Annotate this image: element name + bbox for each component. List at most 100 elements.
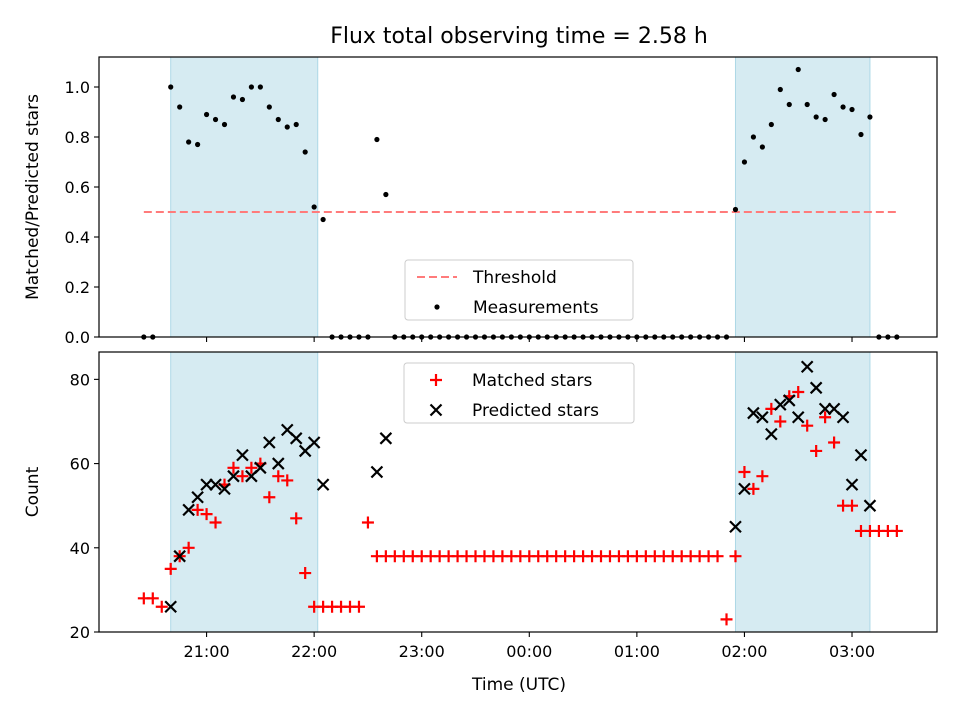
measurement-point — [293, 121, 299, 128]
measurement-point — [849, 106, 855, 113]
y-tick-label: 80 — [70, 370, 90, 389]
matched-star-point — [774, 415, 787, 428]
measurement-point — [374, 136, 380, 143]
x-tick-label: 01:00 — [614, 642, 660, 661]
predicted-star-point — [729, 520, 742, 534]
matched-star-point — [263, 491, 276, 504]
measurement-point — [302, 149, 308, 155]
predicted-star-point — [370, 465, 384, 479]
measurement-point — [759, 144, 765, 150]
y-tick-label: 0.6 — [65, 178, 90, 197]
matched-star-point — [146, 592, 159, 605]
measurement-point — [320, 216, 326, 223]
measurement-point — [239, 96, 246, 103]
matched-star-point — [792, 386, 805, 398]
matched-star-point — [290, 512, 303, 525]
matched-star-point — [810, 444, 823, 457]
measurement-point — [804, 101, 810, 108]
matched-star-point — [720, 613, 733, 626]
predicted-star-point — [173, 549, 186, 563]
measurement-point — [248, 84, 254, 90]
measurement-point — [795, 66, 801, 73]
chart-title: Flux total observing time = 2.58 h — [330, 24, 708, 49]
measurement-point — [768, 121, 774, 128]
legend-label: Matched stars — [472, 371, 592, 391]
matched-star-point — [272, 470, 285, 483]
legend-predicted-swatch — [429, 403, 443, 417]
bottom-axes-frame — [98, 351, 938, 633]
x-tick-label: 21:00 — [184, 642, 230, 661]
predicted-star-point — [200, 478, 213, 491]
measurement-point — [230, 94, 237, 100]
matched-star-point — [711, 550, 724, 563]
measurement-point — [266, 104, 272, 110]
measurement-point — [786, 101, 792, 108]
matched-star-point — [182, 541, 195, 554]
predicted-star-point — [191, 490, 204, 504]
measurement-point — [257, 84, 263, 90]
matched-star-point — [890, 524, 903, 537]
matched-star-point — [828, 436, 841, 449]
measurement-point — [195, 141, 201, 148]
measurement-point — [840, 104, 846, 110]
shaded-region — [734, 351, 871, 633]
predicted-star-point — [263, 436, 276, 449]
predicted-star-point — [809, 381, 823, 395]
measurement-point — [221, 121, 228, 128]
measurement-point — [831, 91, 837, 98]
predicted-star-point — [818, 402, 832, 416]
legend-matched-swatch — [430, 374, 442, 386]
measurement-point — [203, 111, 210, 118]
matched-star-point — [729, 550, 742, 563]
x-tick-label: 22:00 — [291, 642, 337, 661]
measurement-point — [732, 206, 739, 213]
x-tick-label: 00:00 — [506, 642, 552, 661]
shaded-region — [170, 56, 319, 338]
matched-star-point — [846, 499, 859, 512]
predicted-star-point — [845, 478, 859, 491]
y-tick-label: 0.4 — [65, 228, 90, 247]
matched-star-point — [164, 562, 177, 575]
y-tick-label: 1.0 — [65, 78, 90, 97]
measurement-point — [284, 124, 290, 130]
matched-star-point — [299, 567, 312, 580]
measurement-point — [777, 86, 783, 93]
predicted-star-point — [836, 410, 850, 424]
predicted-star-point — [863, 499, 877, 512]
measurement-point — [741, 159, 748, 165]
measurement-point — [168, 84, 174, 90]
predicted-star-point — [289, 432, 303, 445]
matched-star-point — [756, 470, 769, 483]
top-axes-frame — [98, 56, 938, 338]
shaded-region — [170, 351, 319, 633]
matched-star-point — [819, 411, 832, 424]
y-tick-label: 40 — [70, 539, 90, 558]
shaded-region — [734, 56, 871, 338]
matched-star-point — [209, 516, 222, 529]
predicted-star-point — [765, 427, 778, 441]
matched-star-point — [245, 461, 258, 474]
measurement-point — [750, 134, 757, 140]
predicted-star-point — [209, 478, 222, 491]
legend-label: Predicted stars — [472, 401, 599, 421]
predicted-star-point — [307, 436, 321, 449]
y-tick-label: 0.8 — [65, 128, 90, 147]
bottom-y-axis-label: Count — [23, 466, 43, 517]
measurement-point — [186, 139, 192, 145]
predicted-star-point — [782, 394, 796, 407]
legend-measurement-swatch — [434, 304, 440, 310]
measurement-point — [177, 104, 183, 110]
measurement-point — [212, 116, 219, 123]
predicted-star-point — [254, 461, 267, 475]
top-panel: 0.0 0.2 0.4 0.6 0.8 1.0 Threshold Measurements — [65, 56, 938, 347]
predicted-star-point — [800, 360, 814, 374]
predicted-star-point — [747, 406, 760, 420]
measurement-point — [275, 116, 281, 123]
predicted-star-point — [164, 600, 177, 614]
measurement-point — [311, 204, 317, 210]
matched-star-point — [352, 600, 365, 613]
matched-star-point — [738, 466, 751, 478]
predicted-star-point — [272, 457, 285, 470]
x-axis-label: Time (UTC) — [471, 675, 566, 695]
